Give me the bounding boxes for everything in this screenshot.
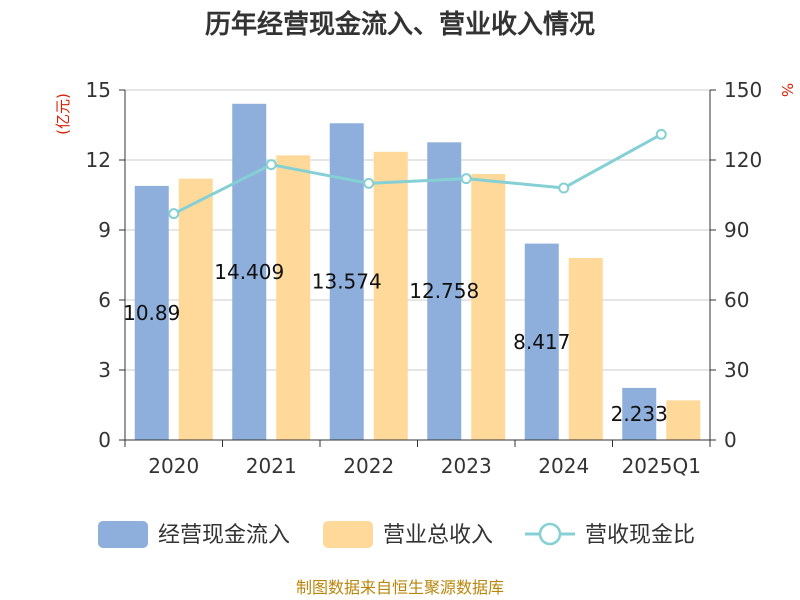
bar bbox=[134, 185, 169, 440]
right-tick-label: 120 bbox=[724, 148, 762, 172]
ratio-line-path bbox=[173, 133, 662, 216]
legend-label: 营收现金比 bbox=[585, 523, 695, 548]
right-tick-label: 0 bbox=[724, 428, 737, 452]
chart-title: 历年经营现金流入、营业收入情况 bbox=[205, 9, 595, 40]
right-tick-label: 60 bbox=[724, 288, 749, 312]
bar bbox=[666, 400, 701, 440]
x-tick-label: 2024 bbox=[538, 454, 589, 478]
legend-swatch bbox=[98, 521, 148, 548]
bar bbox=[622, 387, 657, 440]
bar-data-label: 12.758 bbox=[409, 279, 479, 303]
source-note: 制图数据来自恒生聚源数据库 bbox=[296, 578, 504, 597]
x-tick-label: 2021 bbox=[246, 454, 297, 478]
left-tick-label: 0 bbox=[98, 428, 111, 452]
legend-marker bbox=[538, 522, 562, 546]
bar bbox=[427, 142, 462, 440]
bar bbox=[276, 155, 311, 441]
left-axis-unit: (亿元) bbox=[54, 93, 72, 135]
ratio-line bbox=[168, 128, 667, 220]
ratio-point bbox=[363, 177, 375, 189]
right-tick-label: 90 bbox=[724, 218, 749, 242]
bar-data-label: 13.574 bbox=[312, 270, 382, 294]
ratio-point bbox=[460, 173, 472, 185]
bar bbox=[178, 178, 213, 440]
bar-data-label: 14.409 bbox=[214, 260, 284, 284]
data-labels: 10.89 14.409 13.574 12.758 8.417 2.233 bbox=[123, 260, 668, 426]
left-tick-label: 9 bbox=[98, 218, 111, 242]
right-tick-label: 150 bbox=[724, 78, 762, 102]
right-tick-label: 30 bbox=[724, 358, 749, 382]
bar bbox=[471, 174, 506, 440]
left-tick-label: 15 bbox=[86, 78, 111, 102]
bar-data-label: 10.89 bbox=[123, 301, 180, 325]
x-tick-label: 2025Q1 bbox=[622, 454, 701, 478]
legend-label: 营业总收入 bbox=[383, 523, 493, 548]
legend-swatch bbox=[323, 521, 373, 548]
bar-data-label: 2.233 bbox=[611, 402, 668, 426]
left-tick-label: 12 bbox=[86, 148, 111, 172]
ratio-point bbox=[265, 159, 277, 171]
bar bbox=[373, 151, 408, 441]
ratio-point bbox=[168, 208, 180, 220]
ratio-point bbox=[655, 128, 667, 140]
x-tick-label: 2023 bbox=[441, 454, 492, 478]
left-tick-label: 6 bbox=[98, 288, 111, 312]
bar-data-label: 8.417 bbox=[513, 330, 570, 354]
legend: 经营现金流入 营业总收入 营收现金比 bbox=[98, 521, 695, 548]
legend-label: 经营现金流入 bbox=[158, 523, 290, 548]
bar bbox=[524, 243, 559, 440]
left-tick-label: 3 bbox=[98, 358, 111, 382]
bar bbox=[232, 103, 267, 440]
bar bbox=[568, 258, 603, 440]
x-tick-label: 2022 bbox=[343, 454, 394, 478]
ratio-point bbox=[558, 182, 570, 194]
x-tick-label: 2020 bbox=[148, 454, 199, 478]
right-axis-unit: % bbox=[778, 83, 796, 97]
